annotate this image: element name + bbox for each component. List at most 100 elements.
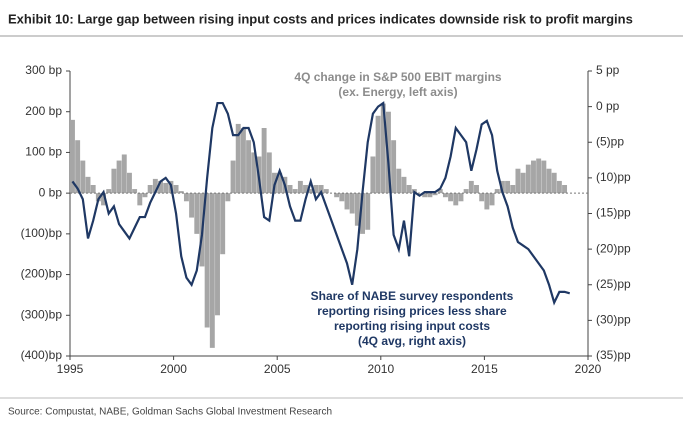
bar	[173, 185, 179, 194]
bar	[510, 185, 516, 194]
bar	[90, 185, 96, 194]
bar	[520, 172, 526, 194]
bar	[313, 185, 319, 194]
x-tick-label: 2005	[264, 362, 291, 376]
bar	[344, 193, 350, 210]
y-tick-label: 200 bp	[25, 104, 62, 118]
bar	[132, 189, 138, 194]
bar	[536, 158, 542, 194]
bar	[209, 193, 215, 348]
bar	[183, 193, 189, 202]
chart-title: Exhibit 10: Large gap between rising inp…	[8, 11, 633, 26]
bar	[70, 119, 75, 194]
bar	[225, 193, 231, 202]
bar	[215, 193, 220, 316]
bar	[463, 189, 469, 194]
bar	[235, 123, 241, 194]
bar	[277, 172, 283, 194]
bar	[230, 160, 236, 194]
y2-tick-label: (30)pp	[596, 313, 631, 327]
bar	[121, 154, 127, 194]
bar	[541, 160, 547, 194]
bar	[556, 180, 562, 194]
bar	[448, 193, 454, 202]
bar	[562, 185, 568, 194]
bar	[432, 193, 438, 196]
bar	[287, 185, 293, 194]
bar	[422, 193, 428, 198]
annotation: reporting rising prices less share	[317, 304, 507, 318]
bar	[137, 193, 143, 206]
bar	[240, 128, 246, 194]
bar	[80, 160, 86, 194]
bar	[75, 140, 81, 194]
bar	[334, 193, 340, 198]
bar	[292, 189, 298, 194]
bar	[318, 185, 324, 194]
y-tick-label: 100 bp	[25, 145, 62, 159]
x-tick-label: 2000	[160, 362, 187, 376]
bar	[458, 193, 464, 202]
bar	[489, 193, 495, 206]
bar	[308, 189, 314, 194]
bar	[365, 193, 371, 230]
bar	[189, 193, 195, 218]
bar	[297, 180, 303, 194]
bar	[261, 128, 267, 194]
bar	[106, 189, 112, 194]
y2-tick-label: (15)pp	[596, 206, 631, 220]
bar	[396, 168, 402, 194]
bar	[370, 156, 376, 194]
bar	[85, 176, 91, 194]
x-tick-label: 2020	[575, 362, 602, 376]
bar	[147, 185, 153, 194]
annotation: Share of NABE survey respondents	[311, 289, 514, 303]
bar	[505, 180, 511, 194]
y2-tick-label: (5)pp	[596, 134, 624, 148]
y-tick-label: 0 bp	[39, 185, 63, 199]
bar	[266, 152, 272, 194]
bar	[380, 103, 386, 194]
x-tick-label: 2015	[471, 362, 498, 376]
bar	[468, 180, 474, 194]
y-tick-label: (400)bp	[21, 348, 63, 362]
bar	[437, 189, 443, 194]
bar	[163, 182, 169, 194]
bar	[375, 115, 381, 194]
annotation: (ex. Energy, left axis)	[338, 85, 457, 99]
bar	[474, 185, 479, 194]
y-tick-label: (300)bp	[21, 307, 63, 321]
y2-tick-label: (25)pp	[596, 277, 631, 291]
y2-tick-label: (35)pp	[596, 348, 631, 362]
bar	[484, 193, 490, 210]
annotation: 4Q change in S&P 500 EBIT margins	[294, 70, 502, 84]
bar	[453, 193, 459, 206]
x-tick-label: 2010	[367, 362, 394, 376]
bar	[354, 193, 360, 226]
bar	[401, 176, 407, 194]
bar	[525, 164, 531, 194]
y2-tick-label: 5 pp	[596, 63, 620, 77]
bar	[499, 180, 505, 194]
bar	[158, 180, 163, 194]
y2-tick-label: (20)pp	[596, 241, 631, 255]
y2-tick-label: 0 pp	[596, 99, 620, 113]
y-tick-label: (100)bp	[21, 226, 63, 240]
bar	[479, 193, 485, 202]
bar	[246, 140, 252, 194]
bar	[111, 168, 117, 194]
bar	[101, 193, 107, 206]
bar	[339, 193, 345, 202]
bar	[515, 168, 521, 194]
bar	[391, 140, 397, 194]
bar	[95, 193, 101, 202]
bar	[323, 189, 329, 194]
bar	[406, 185, 412, 194]
y-tick-label: (200)bp	[21, 267, 63, 281]
bar	[142, 193, 148, 198]
bar	[303, 185, 309, 194]
bar	[152, 178, 158, 194]
line	[71, 101, 571, 306]
bar	[349, 193, 355, 214]
bar	[427, 193, 433, 198]
